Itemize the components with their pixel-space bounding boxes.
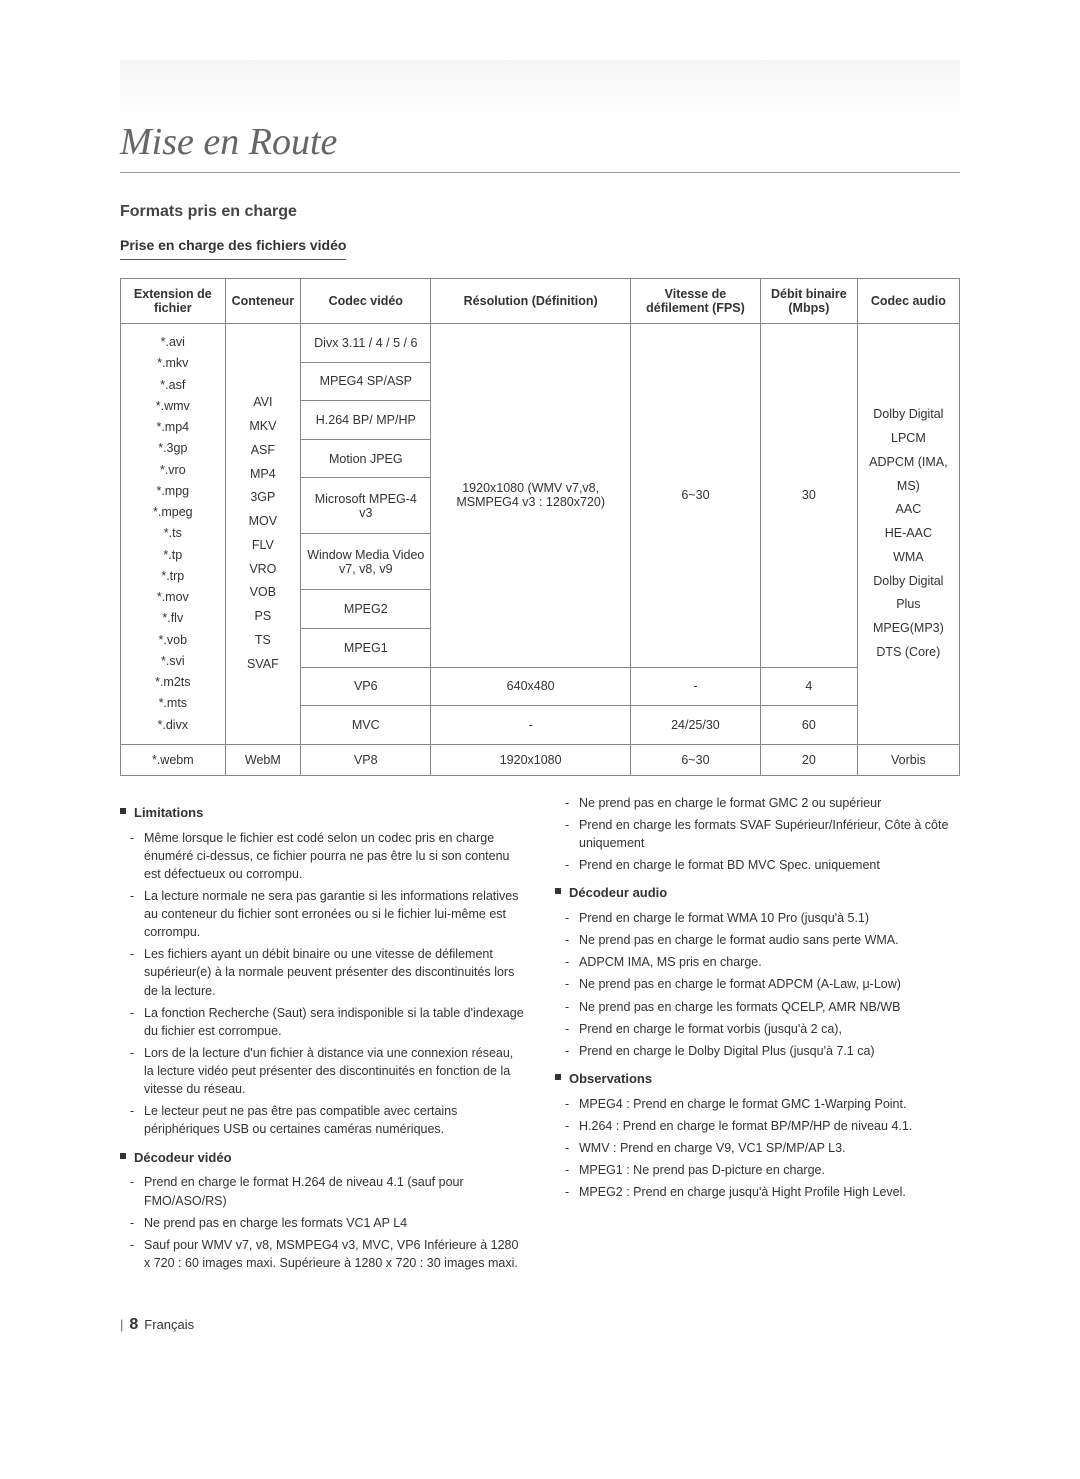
cell-vcodec: VP6 — [301, 667, 431, 706]
list-item: WMV : Prend en charge V9, VC1 SP/MP/AP L… — [569, 1139, 960, 1157]
cell-vcodec: Motion JPEG — [301, 439, 431, 478]
list-item: Sauf pour WMV v7, v8, MSMPEG4 v3, MVC, V… — [134, 1236, 525, 1272]
list-item: MPEG1 : Ne prend pas D-picture en charge… — [569, 1161, 960, 1179]
cell-vcodec: Microsoft MPEG-4 v3 — [301, 478, 431, 534]
list-item: Ne prend pas en charge le format audio s… — [569, 931, 960, 949]
cell-extension: *.webm — [121, 744, 226, 775]
cell-fps: 24/25/30 — [630, 706, 760, 745]
cell-vcodec: MVC — [301, 706, 431, 745]
limitations-list: Même lorsque le fichier est codé selon u… — [120, 829, 525, 1139]
list-item: Prend en charge le Dolby Digital Plus (j… — [569, 1042, 960, 1060]
th-container: Conteneur — [225, 279, 301, 324]
observations-list: MPEG4 : Prend en charge le format GMC 1-… — [555, 1095, 960, 1202]
th-resolution: Résolution (Définition) — [431, 279, 630, 324]
cell-extensions: *.avi *.mkv *.asf *.wmv *.mp4 *.3gp *.vr… — [121, 324, 226, 745]
list-item: Les fichiers ayant un débit binaire ou u… — [134, 945, 525, 999]
audio-decoder-list: Prend en charge le format WMA 10 Pro (ju… — [555, 909, 960, 1060]
list-item: Lors de la lecture d'un fichier à distan… — [134, 1044, 525, 1098]
list-item: Prend en charge le format vorbis (jusqu'… — [569, 1020, 960, 1038]
cell-acodec: Vorbis — [857, 744, 959, 775]
notes-columns: Limitations Même lorsque le fichier est … — [120, 794, 960, 1276]
list-item: Même lorsque le fichier est codé selon u… — [134, 829, 525, 883]
table-row: *.webm WebM VP8 1920x1080 6~30 20 Vorbis — [121, 744, 960, 775]
page-footer: | 8 Français — [120, 1316, 960, 1334]
cell-vcodec: VP8 — [301, 744, 431, 775]
list-item: Prend en charge les formats SVAF Supérie… — [569, 816, 960, 852]
video-decoder-cont-list: Ne prend pas en charge le format GMC 2 o… — [555, 794, 960, 875]
th-vcodec: Codec vidéo — [301, 279, 431, 324]
cell-bitrate: 60 — [761, 706, 858, 745]
list-item: Prend en charge le format WMA 10 Pro (ju… — [569, 909, 960, 927]
th-fps: Vitesse de défilement (FPS) — [630, 279, 760, 324]
table-header-row: Extension de fichier Conteneur Codec vid… — [121, 279, 960, 324]
list-item: Ne prend pas en charge le format ADPCM (… — [569, 975, 960, 993]
cell-fps: 6~30 — [630, 324, 760, 668]
footer-language: Français — [144, 1317, 194, 1332]
cell-fps: - — [630, 667, 760, 706]
list-item: Ne prend pas en charge les formats VC1 A… — [134, 1214, 525, 1232]
left-column: Limitations Même lorsque le fichier est … — [120, 794, 525, 1276]
cell-vcodec: MPEG4 SP/ASP — [301, 362, 431, 401]
cell-bitrate: 20 — [761, 744, 858, 775]
cell-resolution: 1920x1080 — [431, 744, 630, 775]
video-decoder-list: Prend en charge le format H.264 de nivea… — [120, 1173, 525, 1272]
list-item: H.264 : Prend en charge le format BP/MP/… — [569, 1117, 960, 1135]
list-item: Prend en charge le format BD MVC Spec. u… — [569, 856, 960, 874]
page-content: Mise en Route Formats pris en charge Pri… — [0, 0, 1080, 1394]
cell-resolution: 1920x1080 (WMV v7,v8, MSMPEG4 v3 : 1280x… — [431, 324, 630, 668]
list-item: La fonction Recherche (Saut) sera indisp… — [134, 1004, 525, 1040]
th-bitrate: Débit binaire (Mbps) — [761, 279, 858, 324]
cell-vcodec: Window Media Video v7, v8, v9 — [301, 534, 431, 590]
list-item: MPEG2 : Prend en charge jusqu'à Hight Pr… — [569, 1183, 960, 1201]
cell-fps: 6~30 — [630, 744, 760, 775]
cell-resolution: - — [431, 706, 630, 745]
cell-container: WebM — [225, 744, 301, 775]
footer-page-number: 8 — [129, 1316, 138, 1334]
cell-bitrate: 30 — [761, 324, 858, 668]
cell-bitrate: 4 — [761, 667, 858, 706]
list-item: ADPCM IMA, MS pris en charge. — [569, 953, 960, 971]
subheading-video-files: Prise en charge des fichiers vidéo — [120, 237, 346, 260]
heading-formats: Formats pris en charge — [120, 203, 960, 221]
list-item: Le lecteur peut ne pas être pas compatib… — [134, 1102, 525, 1138]
codec-table: Extension de fichier Conteneur Codec vid… — [120, 278, 960, 776]
cell-vcodec: MPEG1 — [301, 628, 431, 667]
audio-decoder-title: Décodeur audio — [555, 884, 960, 903]
list-item: Ne prend pas en charge le format GMC 2 o… — [569, 794, 960, 812]
section-title: Mise en Route — [120, 120, 960, 173]
list-item: Ne prend pas en charge les formats QCELP… — [569, 998, 960, 1016]
cell-resolution: 640x480 — [431, 667, 630, 706]
cell-vcodec: H.264 BP/ MP/HP — [301, 401, 431, 440]
footer-bar: | — [120, 1317, 123, 1332]
right-column: Ne prend pas en charge le format GMC 2 o… — [555, 794, 960, 1276]
cell-vcodec: Divx 3.11 / 4 / 5 / 6 — [301, 324, 431, 363]
list-item: La lecture normale ne sera pas garantie … — [134, 887, 525, 941]
table-row: *.avi *.mkv *.asf *.wmv *.mp4 *.3gp *.vr… — [121, 324, 960, 363]
list-item: MPEG4 : Prend en charge le format GMC 1-… — [569, 1095, 960, 1113]
th-extension: Extension de fichier — [121, 279, 226, 324]
limitations-title: Limitations — [120, 804, 525, 823]
cell-containers: AVI MKV ASF MP4 3GP MOV FLV VRO VOB PS T… — [225, 324, 301, 745]
cell-vcodec: MPEG2 — [301, 590, 431, 629]
observations-title: Observations — [555, 1070, 960, 1089]
video-decoder-title: Décodeur vidéo — [120, 1149, 525, 1168]
cell-acodecs: Dolby Digital LPCM ADPCM (IMA, MS) AAC H… — [857, 324, 959, 745]
th-acodec: Codec audio — [857, 279, 959, 324]
list-item: Prend en charge le format H.264 de nivea… — [134, 1173, 525, 1209]
